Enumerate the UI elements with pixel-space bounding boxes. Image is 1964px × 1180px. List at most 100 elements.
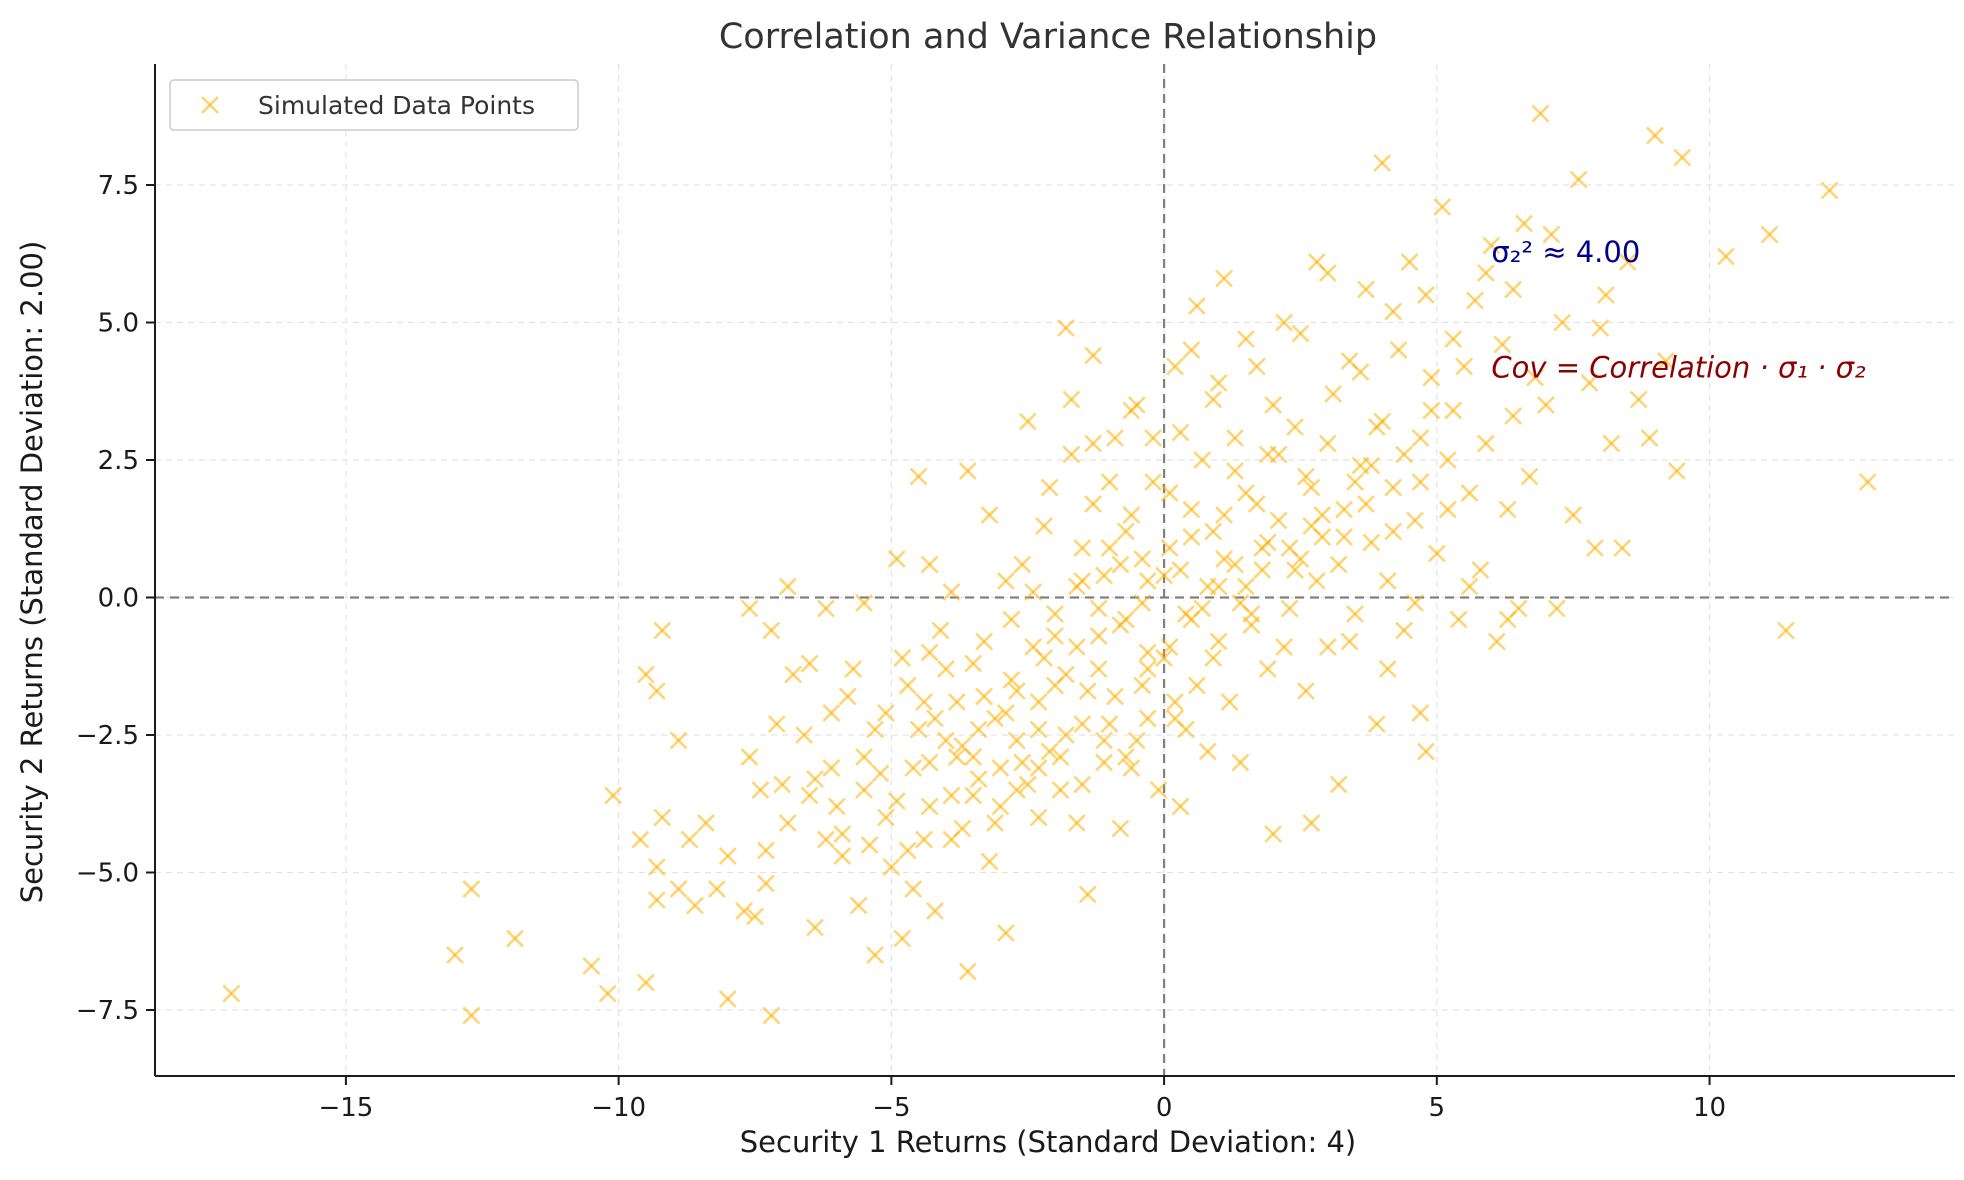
data-point xyxy=(756,874,775,893)
y-tick-label: 5.0 xyxy=(98,309,139,339)
y-ticks: −7.5 −5.0 −2.5 0.0 2.5 5.0 7.5 xyxy=(76,171,155,1026)
data-point xyxy=(1127,731,1146,750)
data-point xyxy=(866,946,884,964)
data-point xyxy=(1013,555,1032,574)
data-point xyxy=(1378,572,1397,590)
data-point xyxy=(1155,649,1174,667)
data-point xyxy=(1406,511,1424,530)
data-point xyxy=(1444,330,1463,348)
data-point xyxy=(975,687,994,706)
x-axis-label: Security 1 Returns (Standard Deviation: … xyxy=(740,1125,1356,1159)
data-point xyxy=(838,687,857,706)
data-point xyxy=(893,649,912,667)
data-point xyxy=(1122,759,1141,777)
y-tick-label: 0.0 xyxy=(98,584,139,614)
data-point xyxy=(898,841,917,860)
data-point xyxy=(1476,434,1495,453)
data-point xyxy=(909,720,928,739)
data-point xyxy=(1820,181,1839,200)
data-point xyxy=(1182,341,1201,359)
data-point xyxy=(740,748,759,766)
x-tick-label: −15 xyxy=(318,1093,373,1123)
data-point xyxy=(1329,555,1348,574)
y-tick-label: −5.0 xyxy=(76,859,139,889)
annotations: σ₂² ≈ 4.00 Cov = Correlation · σ₁ · σ₂ xyxy=(1491,235,1866,385)
data-point xyxy=(1067,814,1086,832)
data-point xyxy=(1106,429,1124,447)
data-point xyxy=(1056,319,1075,337)
data-point xyxy=(1198,742,1217,761)
data-point xyxy=(1389,341,1408,359)
data-point xyxy=(1455,357,1474,376)
data-point xyxy=(1171,423,1190,442)
data-point xyxy=(653,621,672,640)
data-point xyxy=(1504,407,1523,425)
data-point xyxy=(1095,566,1114,585)
data-point xyxy=(1318,638,1337,656)
data-point xyxy=(631,830,650,849)
y-tick-label: 2.5 xyxy=(98,446,139,476)
data-point xyxy=(1018,412,1037,431)
data-point xyxy=(980,506,999,524)
data-point xyxy=(969,770,988,788)
legend: Simulated Data Points xyxy=(169,79,579,131)
data-point xyxy=(1062,445,1081,464)
data-point xyxy=(1487,632,1506,651)
data-point xyxy=(1291,324,1310,343)
data-point xyxy=(778,577,797,596)
data-point xyxy=(598,984,617,1003)
data-point xyxy=(604,786,623,805)
data-point xyxy=(1073,775,1092,794)
data-point xyxy=(1046,676,1064,695)
data-point xyxy=(866,720,884,739)
chart-title: Correlation and Variance Relationship xyxy=(719,17,1377,57)
data-point xyxy=(855,594,874,612)
data-point xyxy=(1204,649,1223,667)
data-point xyxy=(1078,885,1097,904)
data-point xyxy=(964,786,983,805)
data-point xyxy=(718,990,737,1008)
data-point xyxy=(1340,632,1359,651)
data-point xyxy=(1422,368,1441,387)
data-point xyxy=(947,748,966,766)
data-point xyxy=(986,709,1004,728)
data-point xyxy=(1667,462,1686,480)
data-point xyxy=(1133,594,1152,612)
data-point xyxy=(1564,506,1583,524)
data-point xyxy=(1247,495,1266,513)
data-point xyxy=(1318,264,1337,282)
data-point xyxy=(1547,599,1566,618)
data-point xyxy=(762,1006,781,1025)
data-point xyxy=(1673,148,1692,167)
data-point xyxy=(1526,368,1544,387)
data-point xyxy=(1466,291,1484,310)
data-point xyxy=(920,555,939,574)
data-point xyxy=(1160,539,1179,557)
data-point xyxy=(1269,445,1288,464)
data-point xyxy=(1296,682,1315,700)
data-point xyxy=(1493,335,1512,354)
data-point xyxy=(1029,720,1048,739)
data-point xyxy=(876,704,895,722)
data-point xyxy=(1433,198,1452,216)
legend-entry-label: Simulated Data Points xyxy=(258,91,535,120)
y-tick-label: 7.5 xyxy=(98,171,139,201)
data-point xyxy=(1438,451,1457,469)
data-point xyxy=(947,693,966,711)
data-point xyxy=(222,984,241,1003)
data-point xyxy=(751,781,770,799)
data-point xyxy=(1144,429,1163,447)
data-point xyxy=(1351,363,1370,381)
data-point xyxy=(996,704,1015,722)
data-point xyxy=(1231,753,1250,772)
data-point xyxy=(1215,550,1234,568)
data-point xyxy=(1258,533,1277,552)
data-point xyxy=(1051,748,1070,766)
data-point xyxy=(1160,638,1179,656)
data-point xyxy=(1286,418,1304,436)
data-point xyxy=(1236,330,1255,348)
data-point xyxy=(876,808,895,827)
data-point xyxy=(958,462,977,480)
data-point xyxy=(636,665,655,684)
variance-annotation: σ₂² ≈ 4.00 xyxy=(1491,235,1640,269)
